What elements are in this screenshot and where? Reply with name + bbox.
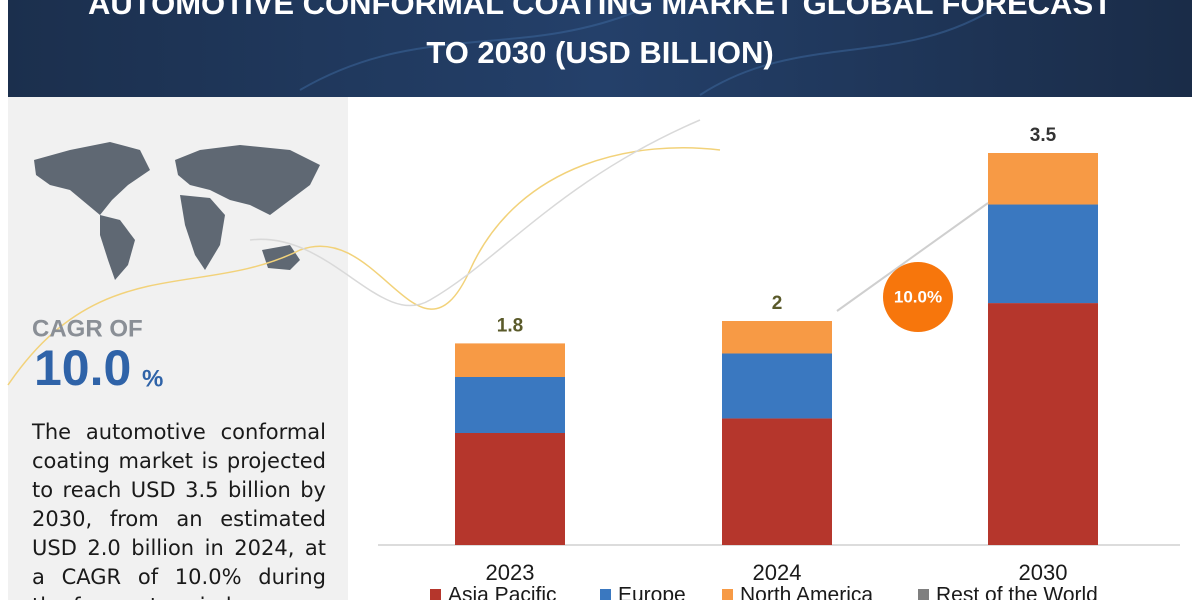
header-decoration bbox=[299, 4, 1001, 96]
bar-segment bbox=[988, 303, 1098, 545]
decoration-curve bbox=[7, 147, 721, 386]
bar-segment bbox=[722, 353, 832, 419]
bar-segment bbox=[455, 343, 565, 377]
bar-segment bbox=[455, 433, 565, 545]
legend-label: Asia Pacific bbox=[448, 584, 557, 600]
legend-label: Rest of the World bbox=[936, 584, 1098, 600]
total-label: 3.5 bbox=[1030, 125, 1057, 146]
cagr-unit: % bbox=[142, 365, 163, 392]
plot-area: 1.8 2023 2 2024 3.5 2030 10.0% Asia Pacific Euro… bbox=[430, 125, 1098, 600]
cagr-number: 10.0 bbox=[34, 340, 131, 396]
bar-segment bbox=[455, 377, 565, 433]
x-tick-label: 2024 bbox=[753, 560, 802, 585]
total-label: 2 bbox=[772, 293, 783, 314]
legend-swatch bbox=[722, 589, 733, 600]
bar-segment bbox=[988, 204, 1098, 304]
description: The automotive conformal coating market … bbox=[32, 420, 326, 600]
x-tick-label: 2023 bbox=[486, 560, 535, 585]
x-tick-label: 2030 bbox=[1019, 560, 1068, 585]
legend-swatch bbox=[600, 589, 611, 600]
bar-segment bbox=[722, 321, 832, 354]
cagr-heading: CAGR OF bbox=[32, 315, 143, 342]
chart-title: TO 2030 (USD BILLION) bbox=[426, 35, 773, 70]
growth-bubble bbox=[883, 262, 953, 332]
bar-segment bbox=[988, 153, 1098, 205]
total-label: 1.8 bbox=[497, 315, 523, 336]
legend-label: North America bbox=[740, 584, 873, 600]
decoration-curve bbox=[249, 119, 701, 307]
legend-swatch bbox=[430, 589, 441, 600]
world-map bbox=[34, 142, 320, 280]
growth-label: 10.0% bbox=[894, 287, 942, 306]
header-band bbox=[8, 0, 1192, 97]
legend-swatch bbox=[918, 589, 929, 600]
growth-arrow bbox=[836, 202, 989, 312]
legend-label: Europe bbox=[618, 584, 686, 600]
chart-title: AUTOMOTIVE CONFORMAL COATING MARKET GLOB… bbox=[88, 0, 1112, 21]
bar-segment bbox=[722, 418, 832, 545]
